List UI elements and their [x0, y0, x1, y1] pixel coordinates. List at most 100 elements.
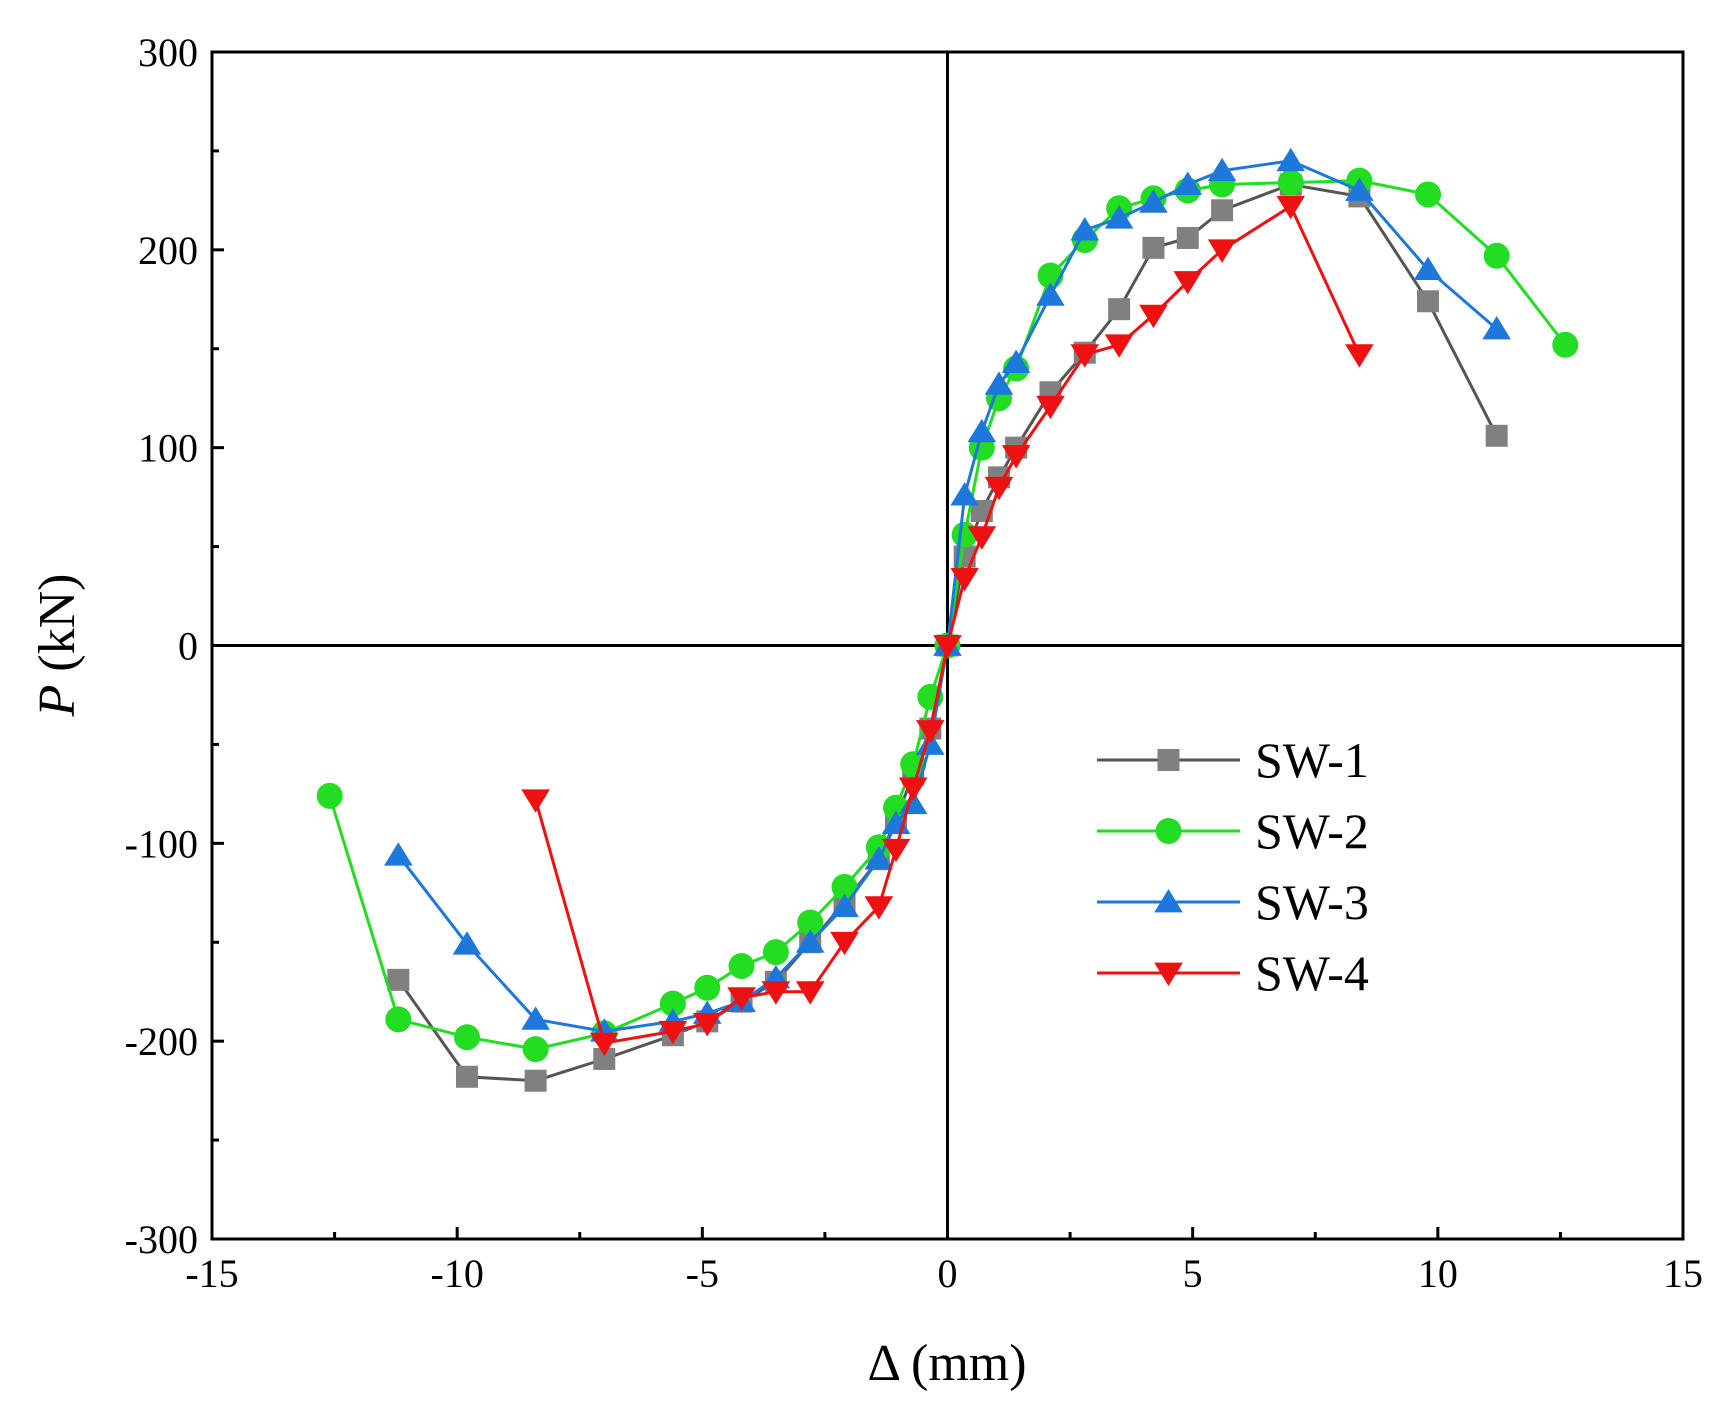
data-point: [1207, 239, 1237, 263]
x-tick-label: 10: [1418, 1251, 1458, 1296]
data-point: [589, 1032, 619, 1057]
series-sw-4: [521, 195, 1374, 1057]
y-tick-label: 100: [138, 426, 198, 471]
data-point: [967, 418, 997, 443]
legend-marker: [1157, 749, 1180, 771]
legend-label: SW-4: [1255, 945, 1369, 1001]
x-tick-label: 0: [938, 1251, 958, 1296]
legend-label: SW-2: [1255, 803, 1369, 859]
data-point: [659, 990, 686, 1017]
data-point: [1104, 334, 1134, 358]
data-point: [881, 838, 911, 863]
legend-label: SW-3: [1255, 874, 1369, 930]
legend-label: SW-1: [1255, 732, 1369, 788]
data-point: [1345, 344, 1374, 368]
y-tick-label: -300: [125, 1217, 198, 1262]
y-axis-label-symbol: P: [29, 685, 86, 718]
data-point: [967, 526, 997, 550]
data-point: [1173, 271, 1203, 295]
data-point: [984, 476, 1014, 501]
data-point: [658, 1020, 688, 1045]
x-tick-label: -15: [185, 1251, 238, 1296]
data-point: [1176, 226, 1199, 249]
y-tick-label: -200: [125, 1019, 198, 1064]
legend-marker: [1154, 889, 1183, 913]
legend-marker: [1154, 962, 1183, 986]
data-point: [385, 1006, 412, 1033]
y-tick-label: 0: [178, 624, 198, 669]
axis-ticks: [210, 50, 1685, 1241]
data-point: [1036, 395, 1065, 420]
x-tick-label: 5: [1183, 1251, 1203, 1296]
data-point: [692, 1012, 722, 1037]
legend-entry: SW-3: [1097, 874, 1369, 930]
data-point: [728, 952, 755, 979]
data-point: [830, 931, 859, 956]
legend-marker: [1155, 818, 1182, 844]
y-axis-label: P (kN): [29, 574, 86, 718]
data-point: [761, 981, 791, 1005]
data-point: [830, 893, 859, 918]
x-tick-label: -5: [686, 1251, 719, 1296]
data-point: [1139, 189, 1168, 213]
data-point: [1001, 445, 1031, 469]
data-point: [795, 981, 825, 1005]
axis-tick-labels: -15 -10 -5 0 5 10 15 -300 -200 -100 0 100 200 300: [125, 30, 1703, 1296]
data-point: [1036, 282, 1065, 306]
data-point: [1483, 242, 1510, 269]
series-layer: [316, 147, 1579, 1092]
data-point: [1276, 195, 1306, 220]
data-point: [1173, 171, 1203, 195]
data-point: [524, 1069, 547, 1092]
data-point: [1108, 298, 1131, 321]
data-point: [1485, 424, 1508, 447]
legend-entry: SW-1: [1097, 732, 1369, 788]
legend-entry: SW-2: [1097, 803, 1369, 859]
data-point: [1070, 344, 1100, 368]
data-point: [898, 777, 928, 801]
data-point: [387, 968, 410, 991]
data-point: [1139, 304, 1168, 329]
data-point: [762, 939, 789, 966]
data-point: [316, 782, 343, 809]
data-point: [384, 842, 413, 866]
data-point: [1001, 349, 1031, 373]
data-point: [950, 482, 979, 506]
data-point: [950, 567, 979, 592]
data-point: [1413, 256, 1443, 281]
data-point: [1345, 177, 1374, 201]
data-point: [521, 1006, 550, 1030]
data-point: [1142, 236, 1165, 259]
x-axis-label: Δ (mm): [867, 1335, 1026, 1392]
data-point: [916, 720, 945, 744]
data-point: [1415, 181, 1442, 208]
data-point: [521, 789, 550, 813]
data-point: [694, 974, 721, 1001]
data-point: [1211, 199, 1234, 222]
x-tick-label: 15: [1663, 1251, 1703, 1296]
legend: SW-1 SW-2 SW-3 SW-4: [1097, 732, 1369, 1001]
data-point: [864, 896, 894, 920]
data-point: [1552, 331, 1579, 358]
data-point: [593, 1047, 616, 1070]
data-point: [1207, 157, 1237, 182]
data-point: [452, 931, 482, 955]
data-point: [795, 929, 825, 953]
data-point: [797, 909, 824, 936]
data-point: [1482, 315, 1511, 340]
data-point: [1277, 169, 1304, 196]
data-point: [864, 846, 894, 870]
data-point: [933, 635, 962, 659]
data-point: [1276, 147, 1306, 172]
y-tick-label: 200: [138, 228, 198, 273]
y-tick-label: -100: [125, 821, 198, 866]
data-point: [831, 873, 858, 900]
data-point: [984, 371, 1014, 395]
legend-entry: SW-4: [1097, 945, 1369, 1001]
data-point: [727, 987, 756, 1011]
data-point: [455, 1065, 478, 1088]
data-point: [453, 1024, 480, 1051]
data-point: [522, 1036, 549, 1063]
